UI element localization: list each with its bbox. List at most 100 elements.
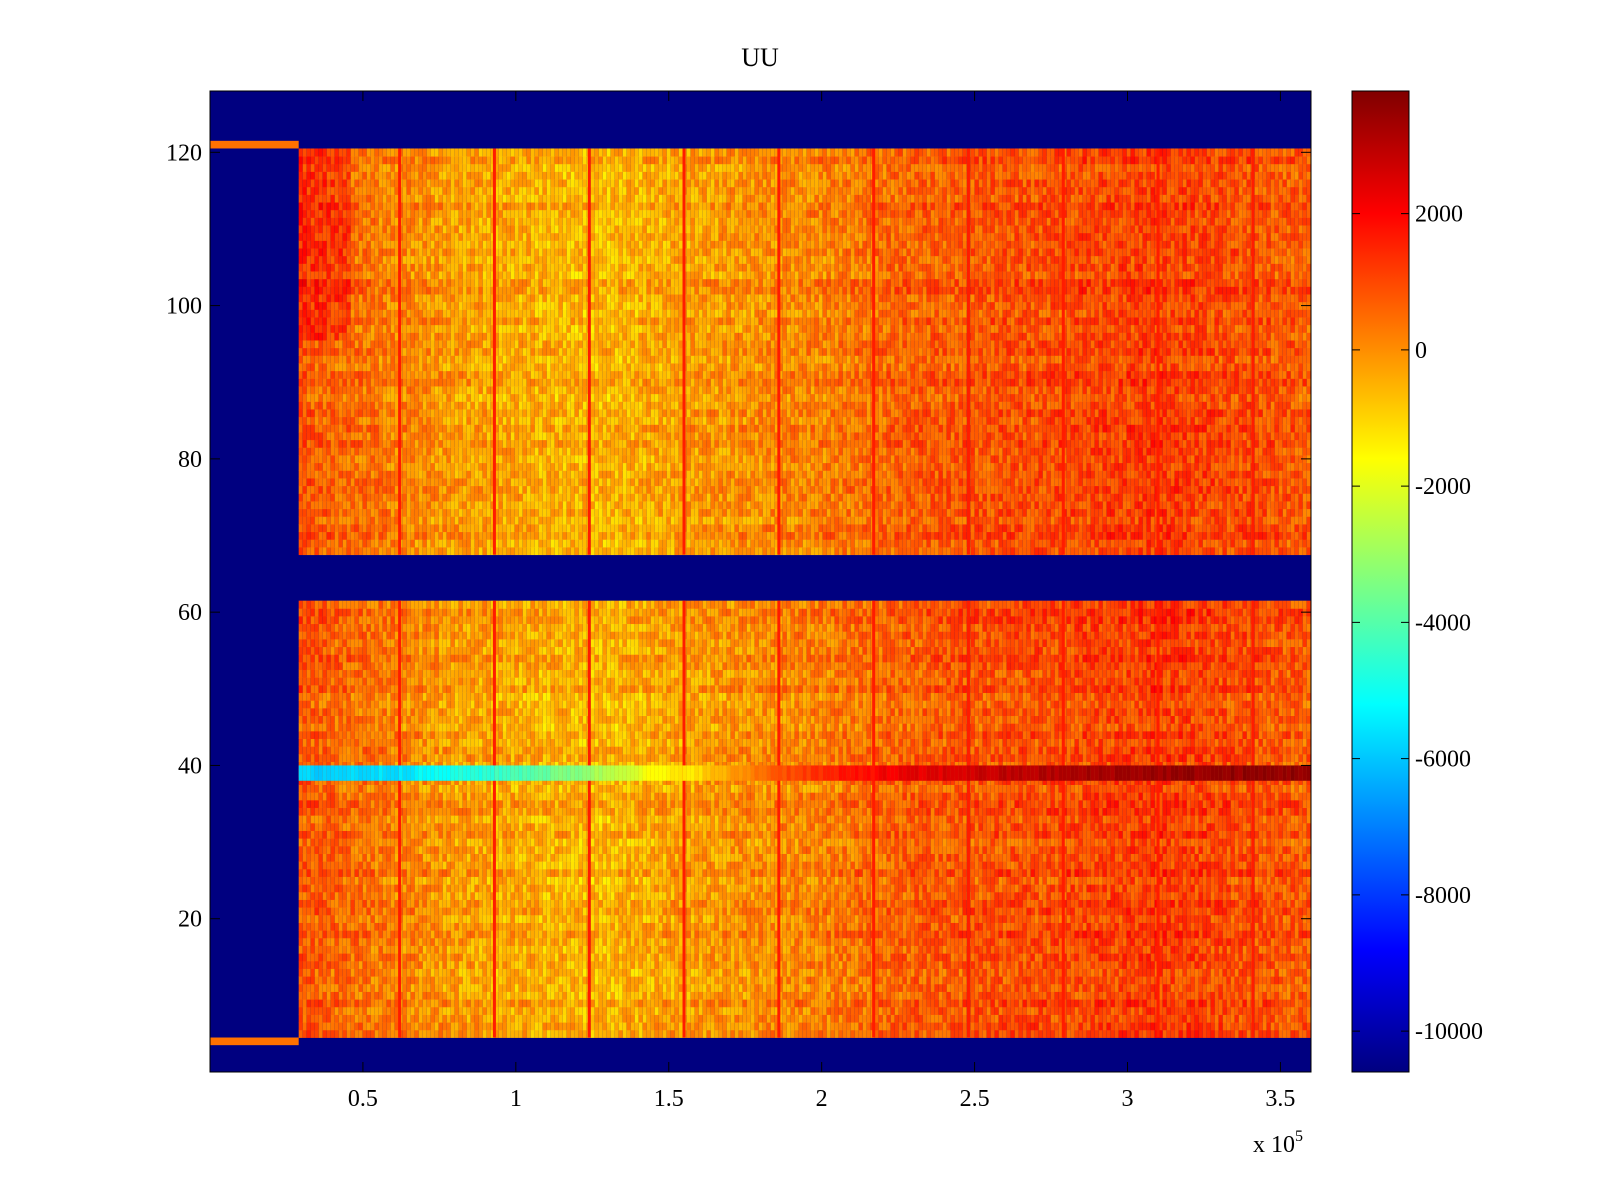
heatmap-cell	[1051, 1015, 1055, 1023]
heatmap-cell	[499, 1022, 503, 1030]
heatmap-cell	[559, 1030, 563, 1038]
heatmap-cell	[627, 1022, 631, 1030]
heatmap-cell	[379, 1015, 383, 1023]
heatmap-cell	[567, 1015, 571, 1023]
heatmap-cell	[315, 984, 319, 992]
heatmap-cell	[1171, 1030, 1175, 1038]
heatmap-cell	[911, 999, 915, 1007]
heatmap-cell	[543, 1015, 547, 1023]
heatmap-cell	[383, 984, 387, 992]
heatmap-cell	[771, 984, 775, 992]
heatmap-cell	[815, 1022, 819, 1030]
heatmap-cell	[599, 1030, 603, 1038]
heatmap-cell	[1023, 992, 1027, 1000]
heatmap-cell	[535, 984, 539, 992]
heatmap-cell	[743, 1030, 747, 1038]
heatmap-cell	[755, 1007, 759, 1015]
heatmap-cell	[831, 1007, 835, 1015]
heatmap-cell	[331, 999, 335, 1007]
heatmap-cell	[343, 1022, 347, 1030]
heatmap-cell	[575, 992, 579, 1000]
heatmap-cell	[1119, 1022, 1123, 1030]
heatmap-cell	[1263, 999, 1267, 1007]
heatmap-cell	[531, 1030, 535, 1038]
heatmap-cell	[987, 999, 991, 1007]
heatmap-cell	[1283, 999, 1287, 1007]
heatmap-cell	[527, 1007, 531, 1015]
heatmap-cell	[1035, 1015, 1039, 1023]
heatmap-cell	[1303, 1015, 1307, 1023]
heatmap-cell	[379, 992, 383, 1000]
heatmap-cell	[1047, 1007, 1051, 1015]
heatmap-cell	[427, 984, 431, 992]
heatmap-cell	[599, 1022, 603, 1030]
heatmap-cell	[499, 992, 503, 1000]
heatmap-cell	[759, 992, 763, 1000]
heatmap-cell	[567, 1030, 571, 1038]
heatmap-cell	[655, 1022, 659, 1030]
heatmap-cell	[651, 1007, 655, 1015]
heatmap-cell	[835, 1007, 839, 1015]
heatmap-cell	[463, 1015, 467, 1023]
heatmap-cell	[303, 1030, 307, 1038]
heatmap-cell	[1087, 1015, 1091, 1023]
heatmap-cell	[1263, 1030, 1267, 1038]
heatmap-cell	[515, 992, 519, 1000]
heatmap-cell	[539, 992, 543, 1000]
heatmap-cell	[1203, 1030, 1207, 1038]
heatmap-cell	[1283, 1030, 1287, 1038]
heatmap-cell	[1039, 992, 1043, 1000]
heatmap-cell	[431, 1030, 435, 1038]
heatmap-cell	[759, 984, 763, 992]
heatmap-cell	[679, 1022, 683, 1030]
heatmap-cell	[1139, 992, 1143, 1000]
heatmap-cell	[843, 1030, 847, 1038]
heatmap-cell	[895, 1022, 899, 1030]
heatmap-cell	[983, 992, 987, 1000]
heatmap-cell	[543, 984, 547, 992]
heatmap-cell	[607, 992, 611, 1000]
heatmap-cell	[639, 1030, 643, 1038]
heatmap-cell	[1187, 999, 1191, 1007]
heatmap-cell	[571, 992, 575, 1000]
heatmap-cell	[643, 1030, 647, 1038]
heatmap-cell	[907, 1022, 911, 1030]
heatmap-cell	[883, 1015, 887, 1023]
heatmap-cell	[395, 1030, 399, 1038]
heatmap-cell	[971, 1022, 975, 1030]
heatmap-cell	[319, 1030, 323, 1038]
heatmap-cell	[1167, 1007, 1171, 1015]
heatmap-cell	[415, 1007, 419, 1015]
heatmap-cell	[687, 1007, 691, 1015]
heatmap-cell	[747, 1015, 751, 1023]
heatmap-cell	[1103, 1015, 1107, 1023]
heatmap-cell	[463, 999, 467, 1007]
heatmap-cell	[975, 992, 979, 1000]
heatmap-cell	[367, 992, 371, 1000]
heatmap-cell	[583, 1022, 587, 1030]
heatmap-cell	[1151, 999, 1155, 1007]
heatmap-cell	[947, 1007, 951, 1015]
heatmap-cell	[659, 984, 663, 992]
heatmap-cell	[735, 984, 739, 992]
heatmap-cell	[1055, 1022, 1059, 1030]
heatmap-cell	[1027, 1030, 1031, 1038]
heatmap-cell	[1043, 992, 1047, 1000]
heatmap-cell	[339, 1022, 343, 1030]
heatmap-cell	[1095, 1007, 1099, 1015]
heatmap-cell	[363, 1022, 367, 1030]
heatmap-cell	[1167, 1022, 1171, 1030]
heatmap-cell	[1259, 1030, 1263, 1038]
heatmap-cell	[1039, 1022, 1043, 1030]
heatmap-cell	[1127, 1030, 1131, 1038]
heatmap-cell	[1303, 1022, 1307, 1030]
heatmap-cell	[763, 1022, 767, 1030]
heatmap-cell	[539, 999, 543, 1007]
heatmap-cell	[1195, 1022, 1199, 1030]
heatmap-cell	[1099, 1015, 1103, 1023]
heatmap-cell	[639, 999, 643, 1007]
heatmap-cell	[603, 1022, 607, 1030]
heatmap-cell	[1295, 999, 1299, 1007]
heatmap-cell	[863, 1030, 867, 1038]
heatmap-cell	[1287, 999, 1291, 1007]
